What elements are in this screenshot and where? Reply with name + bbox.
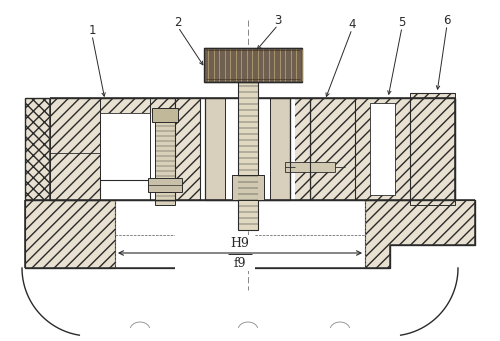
Polygon shape	[25, 200, 115, 268]
Bar	[410, 93, 455, 205]
Text: 6: 6	[444, 14, 451, 27]
Bar	[155, 108, 175, 205]
Text: 3: 3	[274, 14, 281, 27]
Bar	[50, 98, 100, 200]
Bar	[175, 98, 310, 200]
Bar	[370, 103, 395, 195]
Bar	[175, 98, 200, 200]
Text: H9: H9	[230, 237, 250, 250]
Bar	[25, 98, 50, 200]
Text: 1: 1	[88, 24, 96, 36]
Bar	[225, 98, 270, 200]
Bar	[175, 235, 255, 271]
Bar	[205, 98, 290, 200]
Bar	[152, 108, 178, 122]
Polygon shape	[365, 200, 475, 268]
Bar	[25, 103, 50, 200]
Bar	[100, 113, 175, 200]
Text: f9: f9	[234, 257, 246, 270]
Bar	[310, 98, 455, 200]
Bar	[232, 175, 264, 200]
Bar	[50, 98, 175, 200]
Bar	[115, 200, 365, 268]
Bar	[200, 98, 295, 200]
Bar	[238, 82, 258, 230]
Bar	[148, 178, 182, 192]
Polygon shape	[25, 200, 475, 268]
Text: 4: 4	[348, 17, 356, 30]
Text: 5: 5	[398, 15, 406, 29]
Bar	[204, 48, 302, 82]
Bar	[285, 162, 335, 172]
Text: 2: 2	[174, 15, 182, 29]
Bar	[355, 98, 410, 200]
